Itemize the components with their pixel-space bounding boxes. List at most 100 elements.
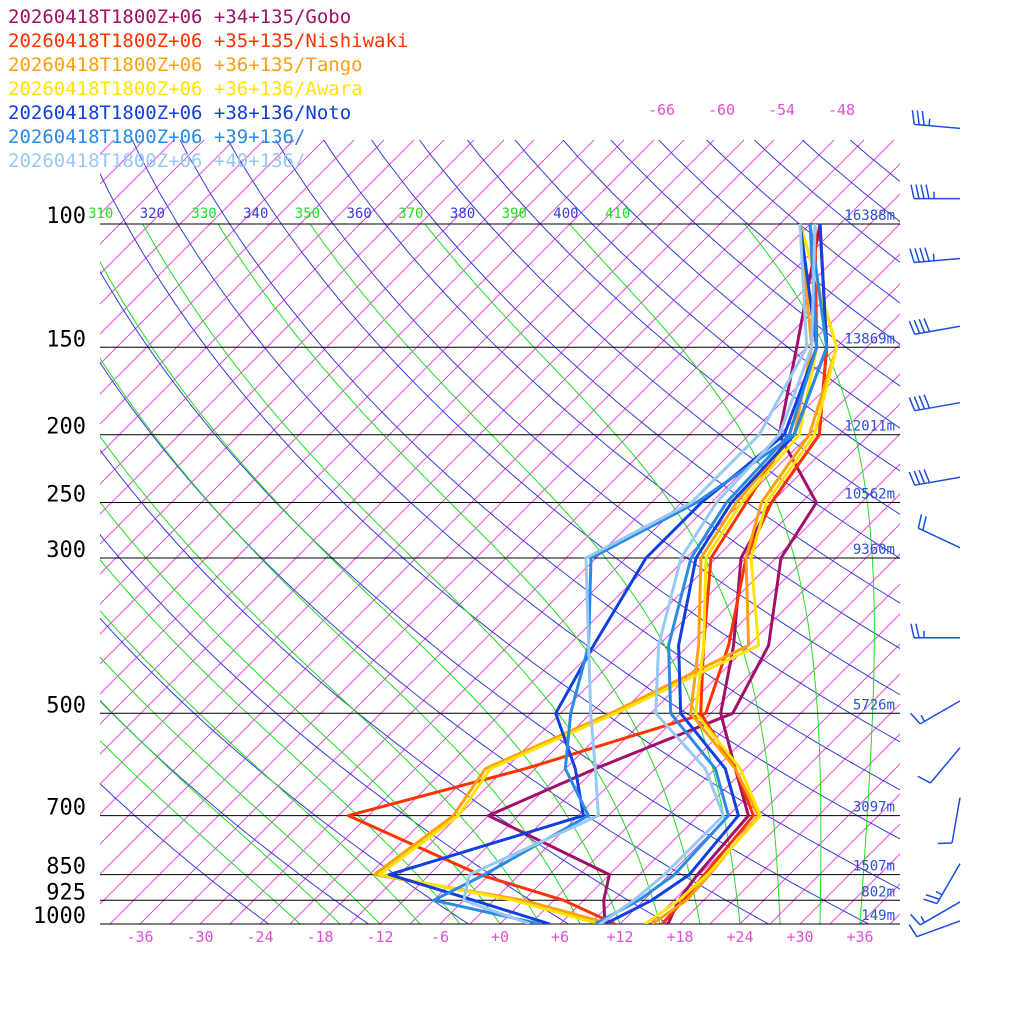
- theta-label: 360: [347, 206, 372, 222]
- theta-label: 340: [243, 206, 268, 222]
- temperature-tick-label: -24: [246, 928, 273, 946]
- wind-barb: [910, 901, 961, 926]
- temperature-tick-label: +24: [726, 928, 753, 946]
- legend-entry: 20260418T1800Z+06 +38+136/Noto: [8, 102, 351, 124]
- upper-temperature-label: -48: [828, 101, 855, 119]
- theta-label: 400: [553, 206, 578, 222]
- legend-entry: 20260418T1800Z+06 +35+135/Nishiwaki: [8, 30, 408, 52]
- wind-barb: [908, 318, 961, 336]
- isotherm: [649, 673, 900, 924]
- isotherm: [100, 140, 475, 515]
- wind-barb: [917, 747, 961, 784]
- theta-label: 330: [191, 206, 216, 222]
- temperature-trace: [651, 223, 814, 924]
- wind-barb: [908, 920, 961, 938]
- height-label: 5726m: [853, 697, 895, 713]
- temperature-trace: [599, 223, 817, 924]
- isotherm: [439, 463, 900, 924]
- legend-entry: 20260418T1800Z+06 +36+136/Awara: [8, 78, 363, 100]
- isotherm: [169, 193, 900, 924]
- pressure-label: 500: [46, 693, 86, 718]
- pressure-label: 925: [46, 880, 86, 905]
- dry-adiabat: [100, 617, 470, 924]
- temperature-tick-label: -30: [186, 928, 213, 946]
- wind-barb: [909, 247, 961, 264]
- isotherm: [559, 583, 900, 924]
- isotherm: [100, 140, 355, 395]
- isotherm: [409, 433, 900, 924]
- temperature-tick-label: +30: [786, 928, 813, 946]
- dry-adiabat: [275, 140, 900, 696]
- isotherm: [100, 140, 565, 605]
- isotherm: [100, 140, 325, 365]
- wind-barb: [910, 184, 960, 200]
- isotherm: [100, 140, 865, 905]
- theta-label: 350: [295, 206, 320, 222]
- isotherm: [889, 913, 900, 924]
- upper-temperature-label: -60: [708, 101, 735, 119]
- dry-adiabat: [849, 140, 900, 183]
- isotherm: [499, 523, 900, 924]
- wind-barb: [908, 394, 961, 412]
- dewpoint-trace: [346, 223, 829, 924]
- isotherm: [950, 69, 1024, 924]
- isotherm: [100, 140, 745, 785]
- axis-labels: 100 16388m 150 13869m 200 12011m 250 10562m 300 9…: [33, 101, 895, 946]
- isotherm: [980, 69, 1024, 924]
- isotherm: [529, 553, 900, 924]
- temperature-tick-label: -36: [126, 928, 153, 946]
- wind-barb: [911, 110, 961, 130]
- dewpoint-trace: [387, 223, 819, 924]
- theta-label: 410: [605, 206, 630, 222]
- legend-entry: 20260418T1800Z+06 +39+136/: [8, 126, 305, 148]
- isotherm: [100, 140, 295, 335]
- theta-label: 380: [450, 206, 475, 222]
- height-label: 9360m: [853, 542, 895, 558]
- isotherm: [100, 140, 385, 425]
- height-label: 149m: [861, 908, 895, 924]
- wind-barbs: [908, 110, 961, 938]
- wind-barb: [917, 514, 961, 549]
- isotherm: [619, 643, 900, 924]
- upper-temperature-label: -54: [768, 101, 795, 119]
- isotherm: [679, 703, 900, 924]
- theta-label: 320: [140, 206, 165, 222]
- temperature-tick-label: +6: [551, 928, 569, 946]
- isotherm: [0, 69, 5, 924]
- temperature-tick-label: +0: [491, 928, 509, 946]
- isotherm: [100, 140, 625, 665]
- pressure-label: 100: [46, 204, 86, 229]
- height-label: 3097m: [853, 800, 895, 816]
- pressure-label: 700: [46, 796, 86, 821]
- isotherm: [100, 140, 835, 875]
- temperature-tick-label: +18: [666, 928, 693, 946]
- pressure-label: 200: [46, 415, 86, 440]
- dry-adiabat: [514, 140, 900, 472]
- temperature-tick-label: +12: [606, 928, 633, 946]
- height-label: 1507m: [853, 859, 895, 875]
- pressure-label: 250: [46, 483, 86, 508]
- dry-adiabat: [227, 140, 900, 743]
- isotherm: [100, 140, 265, 305]
- dry-adiabat: [323, 140, 900, 650]
- dry-adiabat: [100, 361, 770, 924]
- isotherm: [589, 613, 900, 924]
- height-label: 10562m: [844, 487, 895, 503]
- dry-adiabat: [100, 783, 270, 924]
- isotherm: [709, 733, 900, 924]
- isotherm: [259, 283, 900, 924]
- temperature-tick-label: +36: [846, 928, 873, 946]
- isotherm: [100, 140, 715, 755]
- isotherm: [100, 140, 235, 275]
- isotherm: [100, 140, 445, 485]
- wind-barb: [910, 700, 961, 725]
- dry-adiabat: [179, 140, 900, 791]
- height-label: 16388m: [844, 208, 895, 224]
- theta-label: 370: [398, 206, 423, 222]
- pressure-label: 1000: [33, 904, 86, 929]
- wind-barb: [923, 863, 961, 905]
- dewpoint-trace: [462, 223, 809, 924]
- legend-entry: 20260418T1800Z+06 +34+135/Gobo: [8, 6, 351, 28]
- isotherm: [100, 140, 595, 635]
